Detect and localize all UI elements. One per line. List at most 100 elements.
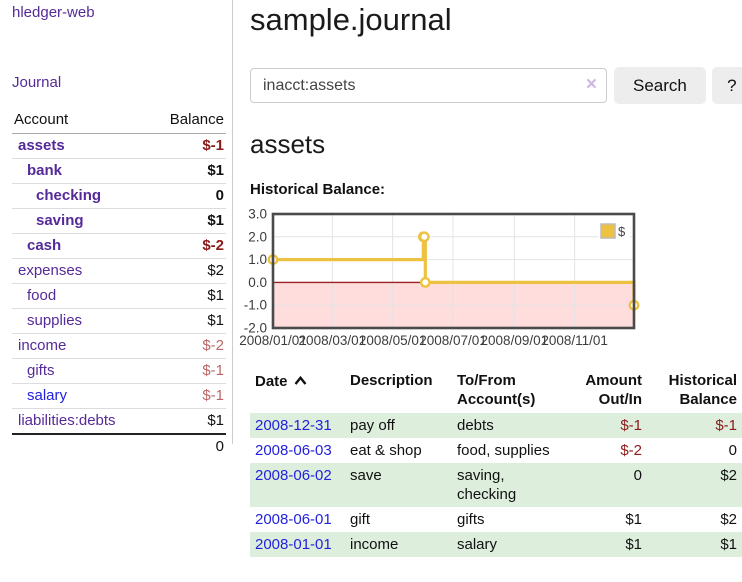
account-balance: $1 bbox=[149, 208, 226, 234]
plot-border bbox=[271, 212, 636, 330]
account-balance: $-1 bbox=[149, 133, 226, 159]
account-link-cash[interactable]: cash bbox=[27, 237, 62, 254]
transaction-accounts: food, supplies bbox=[457, 442, 550, 459]
account-link-income[interactable]: income bbox=[18, 337, 67, 354]
transaction-description: eat & shop bbox=[350, 442, 422, 459]
transaction-amount: $-1 bbox=[620, 417, 642, 434]
register-header-description: Description bbox=[350, 372, 433, 389]
transaction-description: income bbox=[350, 536, 399, 553]
y-tick-label: -2.0 bbox=[244, 321, 267, 336]
accounts-header-account: Account bbox=[12, 108, 150, 134]
account-link-checking[interactable]: checking bbox=[36, 187, 102, 204]
y-tick-label: 3.0 bbox=[248, 207, 267, 222]
search-form: × Search ? bbox=[250, 67, 742, 104]
account-balance: $1 bbox=[149, 158, 226, 184]
transaction-description: gift bbox=[350, 511, 371, 528]
account-row: cash $-2 bbox=[12, 233, 226, 259]
app-title-link[interactable]: hledger-web bbox=[12, 4, 95, 21]
chart-title: Historical Balance: bbox=[250, 181, 386, 198]
transaction-amount: $1 bbox=[625, 511, 642, 528]
chart-svg: $ -2.0 -1.0 0.0 1.0 2.0 3.0 2008/01/012008/03/0… bbox=[239, 207, 640, 348]
transaction-date-link[interactable]: 2008-01-01 bbox=[255, 536, 332, 553]
transaction-row: 2008-06-03 eat & shop food, supplies $-2 0 bbox=[250, 438, 742, 463]
account-balance: $-1 bbox=[149, 358, 226, 384]
x-tick-label: 2008/09/01 bbox=[481, 333, 549, 348]
page: hledger-web Journal Account Balance asse… bbox=[0, 0, 742, 557]
account-row: liabilities:debts $1 bbox=[12, 408, 226, 435]
x-tick-label: 2008/11/01 bbox=[541, 333, 608, 348]
search-input[interactable] bbox=[250, 68, 607, 103]
y-tick-label: 1.0 bbox=[248, 252, 267, 267]
transaction-balance: $-1 bbox=[715, 417, 737, 434]
accounts-header-balance: Balance bbox=[149, 108, 226, 134]
transaction-balance: $1 bbox=[720, 536, 737, 553]
account-link-saving[interactable]: saving bbox=[36, 212, 84, 229]
account-row: checking 0 bbox=[12, 183, 226, 209]
account-link-salary[interactable]: salary bbox=[27, 387, 68, 404]
y-tick-label: -1.0 bbox=[244, 298, 267, 313]
transaction-amount: $-2 bbox=[620, 442, 642, 459]
data-point-marker bbox=[418, 231, 430, 243]
historical-balance-chart: $ -2.0 -1.0 0.0 1.0 2.0 3.0 2008/01/01 2008/03/0… bbox=[239, 207, 660, 353]
transaction-accounts: salary bbox=[457, 536, 498, 553]
account-row: expenses $2 bbox=[12, 258, 226, 284]
transaction-row: 2008-06-02 save saving, checking 0 $2 bbox=[250, 463, 742, 507]
register-header-amount: Amount Out/In bbox=[585, 372, 642, 408]
account-link-food[interactable]: food bbox=[27, 287, 57, 304]
register-header-balance: Historical Balance bbox=[668, 372, 737, 408]
sort-ascending-icon bbox=[294, 371, 307, 390]
account-balance: $1 bbox=[149, 408, 226, 435]
transaction-row: 2008-12-31 pay off debts $-1 $-1 bbox=[250, 413, 742, 438]
transaction-balance: 0 bbox=[728, 442, 737, 459]
transaction-description: save bbox=[350, 467, 382, 484]
transaction-date-link[interactable]: 2008-06-02 bbox=[255, 467, 332, 484]
register-header-date[interactable]: Date bbox=[250, 369, 345, 413]
account-row: saving $1 bbox=[12, 208, 226, 234]
transaction-amount: 0 bbox=[633, 467, 642, 484]
legend-swatch bbox=[600, 223, 616, 239]
transaction-accounts: debts bbox=[457, 417, 494, 434]
help-button[interactable]: ? bbox=[711, 67, 742, 104]
account-link-expenses[interactable]: expenses bbox=[18, 262, 83, 279]
account-balance: 0 bbox=[149, 183, 226, 209]
transaction-row: 2008-06-01 gift gifts $1 $2 bbox=[250, 507, 742, 532]
account-balance: $-2 bbox=[149, 233, 226, 259]
sidebar-item-journal[interactable]: Journal bbox=[12, 74, 62, 91]
account-link-bank[interactable]: bank bbox=[27, 162, 63, 179]
search-button[interactable]: Search bbox=[614, 67, 706, 104]
account-link-liabilities-debts[interactable]: liabilities:debts bbox=[18, 412, 116, 429]
y-tick-label: 2.0 bbox=[248, 229, 267, 244]
account-row: supplies $1 bbox=[12, 308, 226, 334]
clear-search-icon[interactable]: × bbox=[585, 74, 597, 95]
x-tick-label: 2008/05/01 bbox=[359, 333, 427, 348]
transaction-accounts: gifts bbox=[457, 511, 485, 528]
transaction-date-link[interactable]: 2008-06-03 bbox=[255, 442, 332, 459]
account-row: food $1 bbox=[12, 283, 226, 309]
y-tick-label: 0.0 bbox=[248, 275, 267, 290]
accounts-table: Account Balance assets $-1 bank $1 checking 0… bbox=[12, 108, 226, 459]
data-point-marker bbox=[419, 277, 431, 288]
transaction-date-link[interactable]: 2008-06-01 bbox=[255, 511, 332, 528]
transaction-balance: $2 bbox=[720, 511, 737, 528]
x-tick-label: 2008/01/01 bbox=[239, 333, 307, 348]
account-link-supplies[interactable]: supplies bbox=[27, 312, 83, 329]
account-balance: $1 bbox=[149, 283, 226, 309]
transaction-amount: $1 bbox=[625, 536, 642, 553]
chart-legend: $ bbox=[598, 221, 630, 241]
accounts-total-row: 0 bbox=[12, 433, 226, 459]
legend-label: $ bbox=[618, 224, 626, 239]
account-link-assets[interactable]: assets bbox=[18, 137, 65, 154]
sidebar: hledger-web Journal Account Balance asse… bbox=[0, 0, 233, 459]
account-row: income $-2 bbox=[12, 333, 226, 359]
account-balance: $2 bbox=[149, 258, 226, 284]
account-row: bank $1 bbox=[12, 158, 226, 184]
x-tick-label: 2008/07/01 bbox=[419, 333, 487, 348]
accounts-total-value: 0 bbox=[149, 433, 226, 459]
account-balance: $-2 bbox=[149, 333, 226, 359]
register-table: Date Description To/From Account(s) Amou… bbox=[250, 369, 742, 557]
account-row: gifts $-1 bbox=[12, 358, 226, 384]
account-link-gifts[interactable]: gifts bbox=[27, 362, 55, 379]
register-header-accounts: To/From Account(s) bbox=[457, 372, 536, 408]
transaction-date-link[interactable]: 2008-12-31 bbox=[255, 417, 332, 434]
transaction-description: pay off bbox=[350, 417, 395, 434]
